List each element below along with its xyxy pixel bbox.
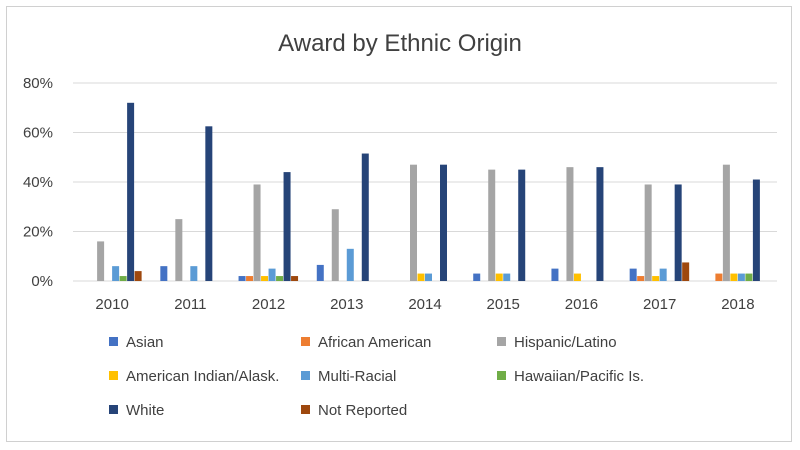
legend-swatch (301, 337, 310, 346)
bar (276, 276, 284, 281)
bar (205, 126, 213, 281)
legend-label: Hispanic/Latino (514, 334, 617, 351)
x-tick-label: 2018 (721, 296, 754, 313)
x-tick-label: 2016 (565, 296, 598, 313)
bar (745, 273, 753, 281)
bar (659, 268, 667, 281)
bar (425, 273, 432, 281)
bar (346, 248, 354, 281)
bar (361, 153, 369, 281)
legend-item: American Indian/Alask. (109, 368, 279, 385)
y-tick-label: 0% (31, 273, 53, 290)
legend-item: African American (301, 334, 431, 351)
legend-swatch (109, 405, 118, 414)
legend-swatch (301, 371, 310, 380)
y-tick-label: 40% (23, 174, 53, 191)
legend-item: Hawaiian/Pacific Is. (497, 368, 644, 385)
bar (316, 264, 324, 281)
x-tick-label: 2012 (252, 296, 285, 313)
x-tick-label: 2010 (95, 296, 128, 313)
bar (715, 273, 723, 281)
bar (629, 268, 637, 281)
x-tick-label: 2015 (487, 296, 520, 313)
bar (503, 273, 511, 281)
legend-label: White (126, 402, 164, 419)
legend-label: Asian (126, 334, 164, 351)
bar (473, 273, 481, 281)
legend-label: American Indian/Alask. (126, 368, 279, 385)
bar (291, 276, 299, 281)
bar (674, 184, 682, 281)
bar-chart: Award by Ethnic Origin 0% 20% 40% 60% 80% 20… (23, 30, 777, 419)
bar (331, 209, 339, 281)
bar (722, 164, 730, 281)
x-tick-label: 2014 (408, 296, 441, 313)
bar (261, 276, 269, 281)
bar (97, 241, 105, 281)
y-tick-label: 80% (23, 75, 53, 92)
bar (410, 164, 417, 281)
legend-item: Multi-Racial (301, 368, 396, 385)
bar (752, 179, 760, 281)
bar (112, 266, 120, 281)
bar (160, 266, 168, 281)
bar (737, 273, 745, 281)
bar (417, 273, 425, 281)
legend-item: White (109, 402, 164, 419)
bar (253, 184, 261, 281)
legend-label: African American (318, 334, 431, 351)
x-tick-label: 2017 (643, 296, 676, 313)
x-tick-label: 2011 (174, 296, 206, 313)
bar (127, 102, 135, 281)
legend-swatch (497, 371, 506, 380)
chart-title: Award by Ethnic Origin (278, 30, 522, 57)
legend: Asian African American Hispanic/Latino Amer… (109, 334, 644, 419)
bar (134, 271, 142, 281)
bar (566, 167, 574, 281)
legend-item: Hispanic/Latino (497, 334, 617, 351)
bar (730, 273, 738, 281)
bar (119, 276, 127, 281)
x-axis-ticks: 2010 2011 2012 2013 2014 2015 2016 2017 2018 (95, 296, 754, 313)
legend-swatch (109, 371, 118, 380)
bar (495, 273, 503, 281)
bar (637, 276, 645, 281)
chart-frame: Award by Ethnic Origin 0% 20% 40% 60% 80% 20… (6, 6, 792, 442)
bar (488, 169, 496, 281)
bar (644, 184, 652, 281)
y-tick-label: 20% (23, 224, 53, 241)
bar (573, 273, 581, 281)
bar (518, 169, 526, 281)
y-tick-label: 60% (23, 125, 53, 142)
legend-label: Not Reported (318, 402, 407, 419)
bar (551, 268, 559, 281)
bar (440, 164, 447, 281)
y-axis-ticks: 0% 20% 40% 60% 80% (23, 75, 53, 290)
x-tick-label: 2013 (330, 296, 363, 313)
bar (268, 268, 276, 281)
bar (596, 167, 604, 281)
bar (682, 262, 690, 281)
legend-swatch (109, 337, 118, 346)
bar (190, 266, 198, 281)
legend-swatch (497, 337, 506, 346)
legend-item: Asian (109, 334, 164, 351)
legend-swatch (301, 405, 310, 414)
bar (283, 172, 291, 281)
bar (652, 276, 660, 281)
bar (246, 276, 254, 281)
legend-label: Hawaiian/Pacific Is. (514, 368, 644, 385)
bars (97, 102, 760, 281)
bar (175, 219, 183, 281)
legend-label: Multi-Racial (318, 368, 396, 385)
bar (238, 276, 246, 281)
legend-item: Not Reported (301, 402, 407, 419)
